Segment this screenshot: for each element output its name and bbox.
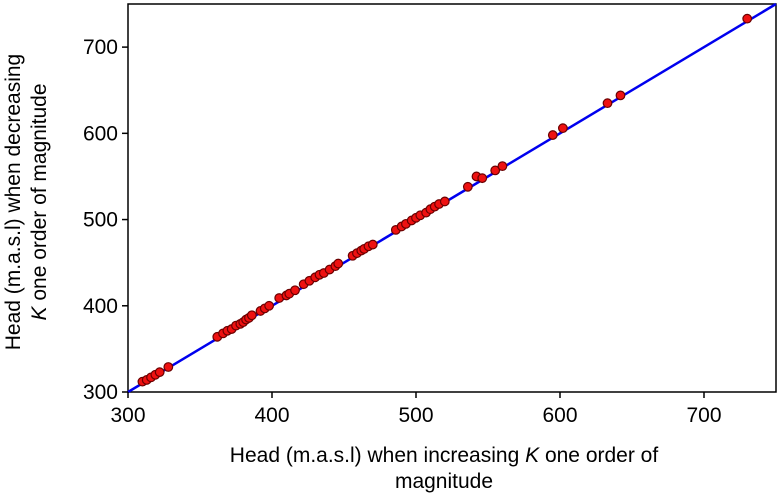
y-tick-label: 600 xyxy=(83,122,118,145)
data-point-53 xyxy=(547,130,558,140)
data-points xyxy=(137,13,753,387)
y-tick-label: 700 xyxy=(83,36,118,59)
x-tick-label: 600 xyxy=(542,404,577,427)
x-tick-label: 700 xyxy=(686,404,721,427)
data-point-52 xyxy=(497,161,508,171)
data-point-36 xyxy=(367,239,378,250)
data-point-5 xyxy=(163,362,174,372)
data-point-4 xyxy=(154,367,165,378)
data-point-47 xyxy=(439,196,450,207)
data-point-30 xyxy=(333,258,344,269)
x-tick-label: 500 xyxy=(398,404,433,427)
data-point-54 xyxy=(557,123,568,134)
y-axis-label: Head (m.a.s.l) when decreasing K one orde… xyxy=(2,54,51,350)
data-point-51 xyxy=(490,165,501,176)
y-tick-label: 400 xyxy=(83,295,118,318)
x-tick-label: 300 xyxy=(110,404,145,427)
data-point-55 xyxy=(602,98,613,109)
data-point-56 xyxy=(615,90,626,101)
data-point-48 xyxy=(462,181,473,192)
x-tick-label: 400 xyxy=(254,404,289,427)
y-tick-label: 500 xyxy=(83,209,118,232)
data-point-22 xyxy=(290,285,300,296)
x-axis-label: Head (m.a.s.l) when increasing K one ord… xyxy=(230,444,659,493)
y-axis-ticks: 300 400 500 600 700 xyxy=(83,36,128,404)
x-axis-ticks: 300 400 500 600 700 xyxy=(110,392,722,427)
data-point-15 xyxy=(246,310,257,321)
data-point-57 xyxy=(742,13,753,24)
y-tick-label: 300 xyxy=(83,381,118,404)
data-point-50 xyxy=(477,173,488,184)
data-point-18 xyxy=(264,300,275,311)
